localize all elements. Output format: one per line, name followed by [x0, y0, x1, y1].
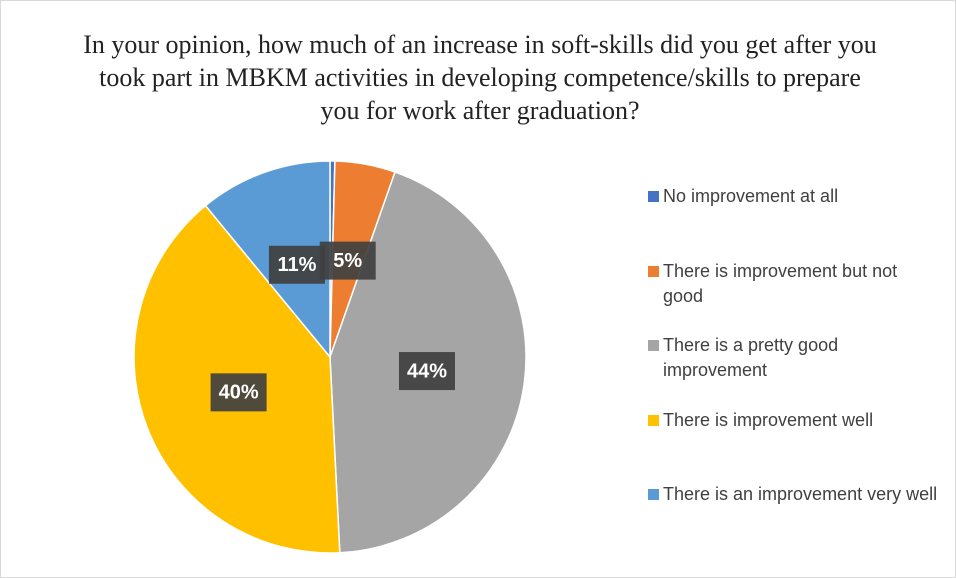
legend-swatch	[648, 340, 659, 351]
data-label-text: 40%	[219, 382, 259, 404]
legend-swatch	[648, 414, 659, 426]
chart-title: In your opinion, how much of an increase…	[83, 30, 877, 125]
data-label: 5%	[319, 241, 376, 280]
legend-swatch	[648, 489, 659, 500]
data-label-text: 44%	[407, 360, 447, 382]
legend-item: There is a pretty good improvement	[648, 333, 938, 383]
data-label-box	[210, 373, 267, 412]
data-label: 40%	[210, 373, 267, 412]
legend-item: There is an improvement very well	[648, 482, 938, 507]
legend-label: There is a pretty good improvement	[663, 335, 839, 380]
data-label-box	[268, 245, 325, 284]
data-label: 44%	[398, 352, 455, 391]
legend-label: There is an improvement very well	[663, 484, 938, 504]
legend-label: There is improvement but not good	[663, 260, 898, 306]
legend-swatch	[648, 265, 659, 277]
legend-item: There is improvement well	[648, 408, 938, 433]
legend-item: No improvement at all	[648, 184, 938, 209]
data-label-text: 5%	[333, 250, 362, 272]
legend-swatch	[648, 191, 659, 202]
pie-slice	[204, 160, 331, 360]
legend-label: There is improvement well	[663, 409, 874, 430]
legend-label: No improvement at all	[663, 186, 839, 206]
data-label-box	[398, 352, 455, 391]
data-label: 11%	[268, 245, 325, 284]
data-label-text: 11%	[277, 254, 316, 276]
legend-item: There is improvement but not good	[648, 259, 938, 309]
data-label-box	[319, 241, 376, 280]
